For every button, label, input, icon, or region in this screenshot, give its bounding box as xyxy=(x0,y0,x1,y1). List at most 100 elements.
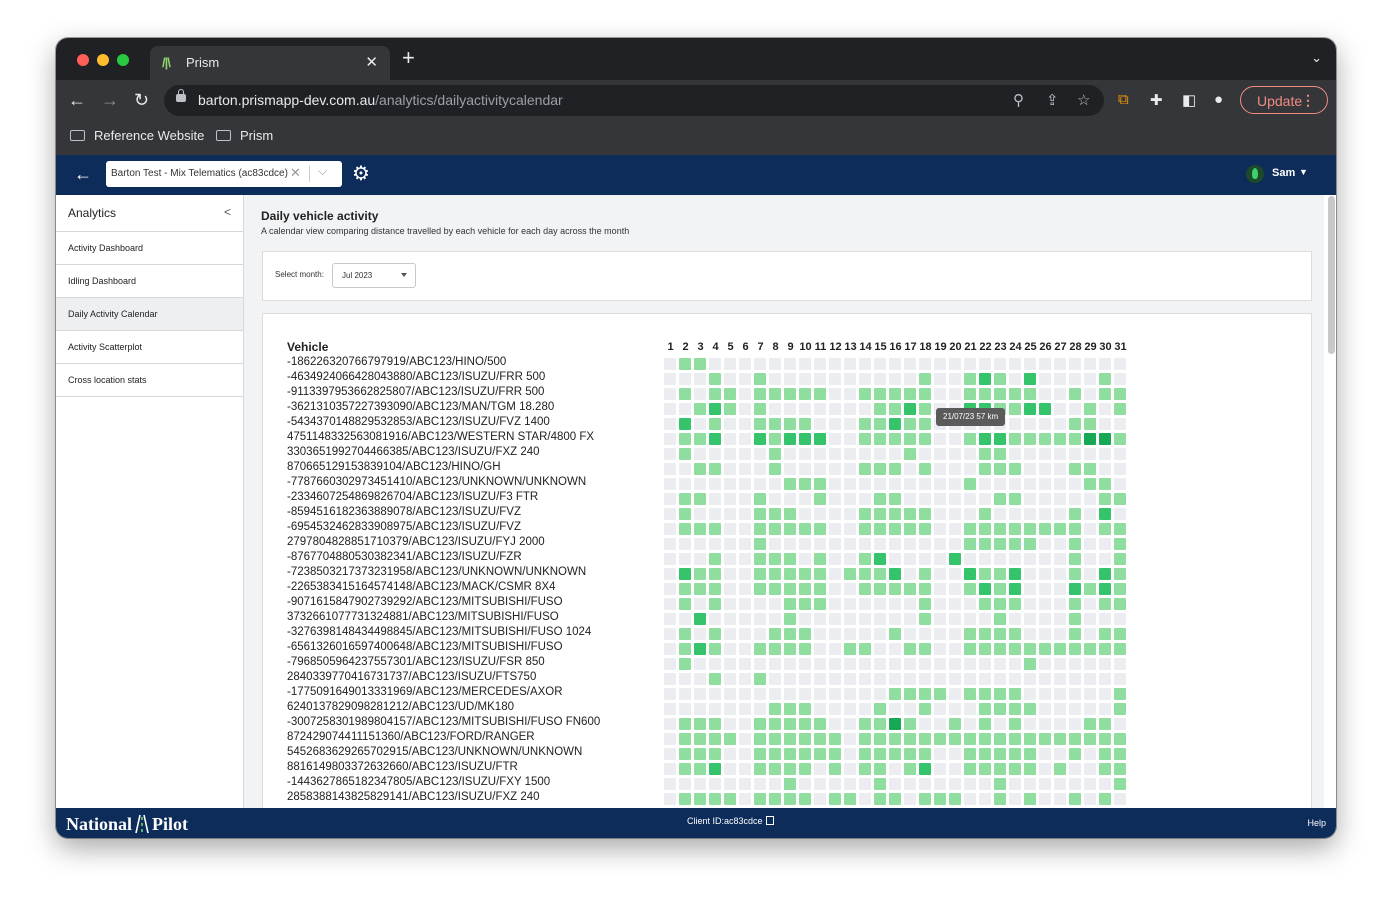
activity-cell[interactable] xyxy=(964,463,976,475)
activity-cell[interactable] xyxy=(784,418,796,430)
activity-cell[interactable] xyxy=(799,358,811,370)
activity-cell[interactable] xyxy=(859,433,871,445)
activity-cell[interactable] xyxy=(709,793,721,805)
activity-cell[interactable] xyxy=(829,703,841,715)
activity-cell[interactable] xyxy=(1054,718,1066,730)
activity-cell[interactable] xyxy=(904,718,916,730)
scrollbar[interactable] xyxy=(1328,196,1335,354)
activity-cell[interactable] xyxy=(754,418,766,430)
activity-cell[interactable] xyxy=(1084,508,1096,520)
activity-cell[interactable] xyxy=(664,508,676,520)
activity-cell[interactable] xyxy=(874,733,886,745)
activity-cell[interactable] xyxy=(844,583,856,595)
activity-cell[interactable] xyxy=(994,613,1006,625)
activity-cell[interactable] xyxy=(1114,523,1126,535)
activity-cell[interactable] xyxy=(814,538,826,550)
activity-cell[interactable] xyxy=(694,388,706,400)
activity-cell[interactable] xyxy=(709,373,721,385)
activity-cell[interactable] xyxy=(769,598,781,610)
activity-cell[interactable] xyxy=(664,433,676,445)
activity-cell[interactable] xyxy=(874,793,886,805)
activity-cell[interactable] xyxy=(859,763,871,775)
activity-cell[interactable] xyxy=(1114,463,1126,475)
activity-cell[interactable] xyxy=(1039,508,1051,520)
activity-cell[interactable] xyxy=(709,493,721,505)
activity-cell[interactable] xyxy=(754,763,766,775)
activity-cell[interactable] xyxy=(994,733,1006,745)
activity-cell[interactable] xyxy=(769,778,781,790)
activity-cell[interactable] xyxy=(1009,553,1021,565)
activity-cell[interactable] xyxy=(1099,778,1111,790)
activity-cell[interactable] xyxy=(1009,613,1021,625)
activity-cell[interactable] xyxy=(1114,373,1126,385)
activity-cell[interactable] xyxy=(1114,643,1126,655)
activity-cell[interactable] xyxy=(724,568,736,580)
activity-cell[interactable] xyxy=(739,403,751,415)
activity-cell[interactable] xyxy=(979,628,991,640)
activity-cell[interactable] xyxy=(1009,658,1021,670)
activity-cell[interactable] xyxy=(724,733,736,745)
activity-cell[interactable] xyxy=(784,763,796,775)
activity-cell[interactable] xyxy=(679,523,691,535)
activity-cell[interactable] xyxy=(889,628,901,640)
activity-cell[interactable] xyxy=(769,733,781,745)
activity-cell[interactable] xyxy=(1054,703,1066,715)
activity-cell[interactable] xyxy=(994,358,1006,370)
activity-cell[interactable] xyxy=(1009,748,1021,760)
activity-cell[interactable] xyxy=(934,688,946,700)
activity-cell[interactable] xyxy=(859,373,871,385)
activity-cell[interactable] xyxy=(829,583,841,595)
activity-cell[interactable] xyxy=(1054,793,1066,805)
activity-cell[interactable] xyxy=(709,673,721,685)
activity-cell[interactable] xyxy=(784,733,796,745)
activity-cell[interactable] xyxy=(1024,748,1036,760)
activity-cell[interactable] xyxy=(1114,403,1126,415)
activity-cell[interactable] xyxy=(964,508,976,520)
activity-cell[interactable] xyxy=(1039,463,1051,475)
activity-cell[interactable] xyxy=(994,553,1006,565)
activity-cell[interactable] xyxy=(889,373,901,385)
activity-cell[interactable] xyxy=(1084,418,1096,430)
activity-cell[interactable] xyxy=(949,673,961,685)
activity-cell[interactable] xyxy=(694,583,706,595)
activity-cell[interactable] xyxy=(709,388,721,400)
activity-cell[interactable] xyxy=(1009,718,1021,730)
activity-cell[interactable] xyxy=(739,463,751,475)
activity-cell[interactable] xyxy=(1039,643,1051,655)
activity-cell[interactable] xyxy=(949,763,961,775)
activity-cell[interactable] xyxy=(799,733,811,745)
activity-cell[interactable] xyxy=(1069,523,1081,535)
activity-cell[interactable] xyxy=(994,718,1006,730)
activity-cell[interactable] xyxy=(739,538,751,550)
activity-cell[interactable] xyxy=(949,568,961,580)
activity-cell[interactable] xyxy=(739,763,751,775)
activity-cell[interactable] xyxy=(844,673,856,685)
activity-cell[interactable] xyxy=(724,403,736,415)
activity-cell[interactable] xyxy=(679,508,691,520)
address-bar[interactable]: barton.prismapp-dev.com.au/analytics/dai… xyxy=(164,85,1104,116)
activity-cell[interactable] xyxy=(904,493,916,505)
activity-cell[interactable] xyxy=(709,733,721,745)
activity-cell[interactable] xyxy=(739,568,751,580)
activity-cell[interactable] xyxy=(709,658,721,670)
activity-cell[interactable] xyxy=(859,568,871,580)
activity-cell[interactable] xyxy=(1009,793,1021,805)
activity-cell[interactable] xyxy=(754,583,766,595)
activity-cell[interactable] xyxy=(664,478,676,490)
activity-cell[interactable] xyxy=(844,763,856,775)
activity-cell[interactable] xyxy=(784,748,796,760)
activity-cell[interactable] xyxy=(979,673,991,685)
activity-cell[interactable] xyxy=(709,553,721,565)
activity-cell[interactable] xyxy=(934,568,946,580)
activity-cell[interactable] xyxy=(829,763,841,775)
activity-cell[interactable] xyxy=(739,628,751,640)
activity-cell[interactable] xyxy=(1069,628,1081,640)
activity-cell[interactable] xyxy=(799,493,811,505)
activity-cell[interactable] xyxy=(694,508,706,520)
activity-cell[interactable] xyxy=(1054,733,1066,745)
activity-cell[interactable] xyxy=(1084,703,1096,715)
activity-cell[interactable] xyxy=(979,568,991,580)
activity-cell[interactable] xyxy=(859,388,871,400)
activity-cell[interactable] xyxy=(694,628,706,640)
gear-icon[interactable]: ⚙ xyxy=(352,163,370,185)
